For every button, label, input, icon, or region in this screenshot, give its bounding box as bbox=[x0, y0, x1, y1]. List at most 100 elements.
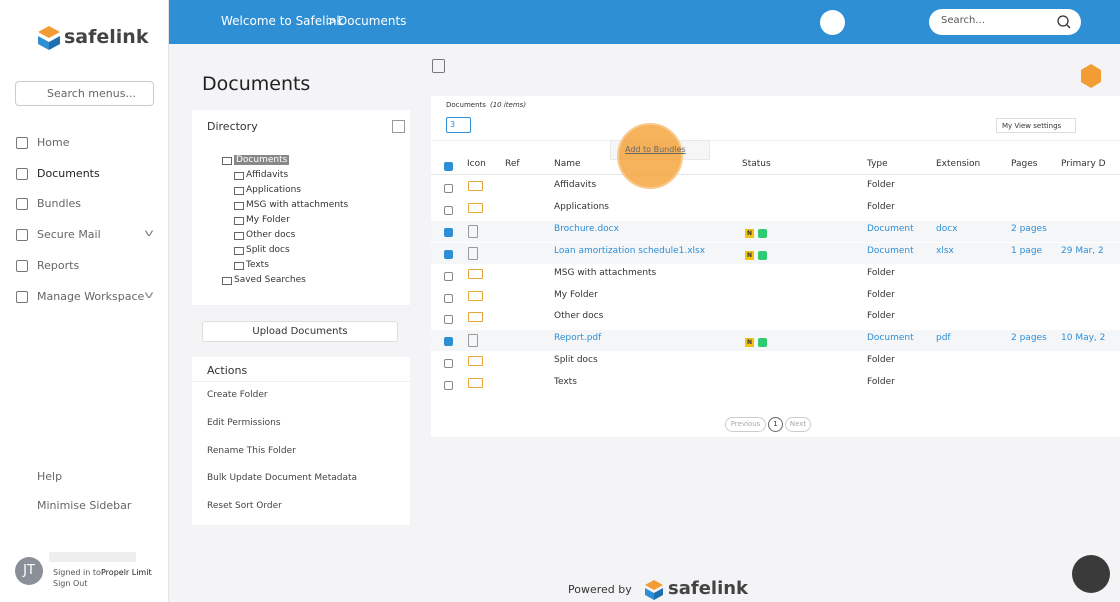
cell-pages[interactable]: 2 pages bbox=[1011, 333, 1047, 344]
actions-header[interactable] bbox=[192, 357, 410, 382]
org-name[interactable]: Propelr Limit bbox=[101, 568, 152, 577]
pagination-next[interactable]: Next bbox=[785, 417, 811, 432]
row-checkbox[interactable] bbox=[444, 359, 453, 369]
column-header[interactable]: Extension bbox=[936, 159, 981, 169]
row-highlight bbox=[431, 330, 1120, 352]
file-name[interactable]: Other docs bbox=[554, 311, 604, 322]
file-name[interactable]: Split docs bbox=[554, 355, 598, 366]
file-name[interactable]: Brochure.docx bbox=[554, 223, 619, 234]
row-checkbox[interactable] bbox=[444, 227, 453, 237]
cell-date[interactable]: 10 May, 2 bbox=[1061, 333, 1106, 344]
cell-type[interactable]: Document bbox=[867, 223, 914, 234]
column-header[interactable]: Pages bbox=[1011, 159, 1038, 169]
status-badge: N bbox=[745, 250, 754, 260]
row-checkbox[interactable] bbox=[444, 271, 453, 281]
row-checkbox[interactable] bbox=[444, 381, 453, 391]
row-checkbox[interactable] bbox=[444, 315, 453, 325]
column-header[interactable]: Icon bbox=[467, 159, 486, 169]
cell-type[interactable]: Document bbox=[867, 245, 914, 256]
tree-node[interactable]: Documents bbox=[234, 155, 290, 165]
top-search[interactable]: Search... bbox=[929, 9, 1081, 35]
file-name[interactable]: Applications bbox=[554, 201, 609, 212]
file-name[interactable]: My Folder bbox=[554, 289, 598, 300]
menu-item[interactable]: Home bbox=[37, 136, 70, 149]
action-item[interactable]: Bulk Update Document Metadata bbox=[207, 473, 358, 484]
pagination-previous[interactable]: Previous bbox=[725, 417, 766, 432]
cell-pages[interactable]: 1 page bbox=[1011, 245, 1043, 256]
menu-search[interactable]: Search menus... bbox=[15, 81, 154, 106]
action-item[interactable]: Reset Sort Order bbox=[207, 501, 282, 512]
file-name[interactable]: Loan amortization schedule1.xlsx bbox=[554, 245, 706, 256]
row-checkbox[interactable] bbox=[444, 337, 453, 347]
expand-button[interactable] bbox=[392, 120, 405, 133]
cell-extension[interactable]: pdf bbox=[936, 333, 951, 344]
tree-node[interactable]: Applications bbox=[246, 185, 301, 195]
sidebar-link[interactable]: Help bbox=[37, 470, 63, 483]
cell-date[interactable]: 29 Mar, 2 bbox=[1061, 245, 1104, 256]
tree-node[interactable]: Other docs bbox=[246, 230, 296, 240]
tooltip-text[interactable]: Add to Bundles bbox=[625, 145, 686, 154]
menu-icon bbox=[16, 167, 28, 180]
cell-type: Folder bbox=[867, 355, 895, 366]
tree-node[interactable]: Saved Searches bbox=[234, 275, 306, 285]
row-checkbox[interactable] bbox=[444, 293, 453, 303]
column-header[interactable]: Type bbox=[867, 159, 888, 169]
actions-panel: Actions Create Folder Edit Permissions Ren… bbox=[192, 357, 410, 525]
column-header[interactable]: Primary D bbox=[1061, 159, 1106, 169]
menu-item[interactable]: Manage Workspace bbox=[37, 289, 145, 303]
file-name[interactable]: Affidavits bbox=[554, 180, 597, 190]
cell-extension[interactable]: xlsx bbox=[936, 245, 954, 256]
footer-logo: safelink bbox=[668, 578, 749, 599]
menu-icon bbox=[16, 198, 28, 211]
upload-button[interactable]: Upload Documents bbox=[202, 321, 398, 342]
file-icon bbox=[468, 268, 483, 279]
action-item[interactable]: Rename This Folder bbox=[207, 445, 296, 456]
file-name[interactable]: Texts bbox=[554, 377, 577, 388]
tree-node[interactable]: Texts bbox=[246, 260, 269, 270]
column-header[interactable]: Status bbox=[742, 159, 771, 169]
action-item[interactable]: Edit Permissions bbox=[207, 417, 281, 428]
select-all-checkbox[interactable] bbox=[444, 162, 453, 171]
view-settings[interactable]: My View settings bbox=[996, 118, 1076, 133]
file-name[interactable]: MSG with attachments bbox=[554, 267, 657, 278]
sign-out[interactable]: Sign Out bbox=[53, 579, 88, 588]
row-highlight bbox=[431, 242, 1120, 264]
actions-title: Actions bbox=[207, 364, 248, 377]
tree-node[interactable]: MSG with attachments bbox=[246, 200, 349, 210]
column-header[interactable]: Ref bbox=[505, 159, 520, 169]
pagination-page[interactable]: 1 bbox=[768, 417, 783, 432]
powered-by: Powered by bbox=[568, 583, 632, 596]
file-icon bbox=[468, 246, 478, 260]
tree-node[interactable]: Split docs bbox=[246, 245, 290, 255]
app-badge[interactable] bbox=[1081, 64, 1101, 88]
directory-panel: Directory Documents Affidavits Application… bbox=[192, 110, 410, 305]
breadcrumb-separator: > bbox=[327, 14, 338, 28]
row-checkbox[interactable] bbox=[444, 249, 453, 259]
row-checkbox[interactable] bbox=[444, 205, 453, 215]
menu-item[interactable]: Reports bbox=[37, 258, 80, 272]
sidebar-link[interactable]: Minimise Sidebar bbox=[37, 499, 132, 512]
file-name[interactable]: Report.pdf bbox=[554, 333, 602, 344]
menu-item[interactable]: Bundles bbox=[37, 197, 82, 211]
cell-pages[interactable]: 2 pages bbox=[1011, 223, 1047, 234]
menu-item[interactable]: Documents bbox=[37, 166, 100, 180]
tree-node[interactable]: My Folder bbox=[246, 215, 290, 225]
selected-count[interactable]: 3 bbox=[446, 117, 471, 133]
file-icon bbox=[468, 224, 478, 238]
row-checkbox[interactable] bbox=[444, 184, 453, 193]
column-header[interactable]: Name bbox=[554, 159, 581, 169]
cell-type[interactable]: Document bbox=[867, 333, 914, 344]
apps-button[interactable] bbox=[820, 10, 845, 35]
top-search-placeholder: Search... bbox=[941, 15, 985, 26]
menu-icon bbox=[16, 229, 28, 242]
signed-in-label: Signed in to bbox=[53, 568, 101, 577]
collapse-button[interactable] bbox=[432, 59, 445, 73]
breadcrumb-home[interactable]: Welcome to Safelink bbox=[221, 14, 344, 28]
cell-extension[interactable]: docx bbox=[936, 223, 958, 234]
breadcrumb-current: Documents bbox=[338, 14, 407, 28]
action-item[interactable]: Create Folder bbox=[207, 390, 268, 400]
tree-node[interactable]: Affidavits bbox=[246, 170, 289, 180]
menu-item[interactable]: Secure Mail bbox=[37, 228, 101, 242]
chat-button[interactable] bbox=[1072, 555, 1110, 593]
file-icon bbox=[468, 356, 483, 367]
